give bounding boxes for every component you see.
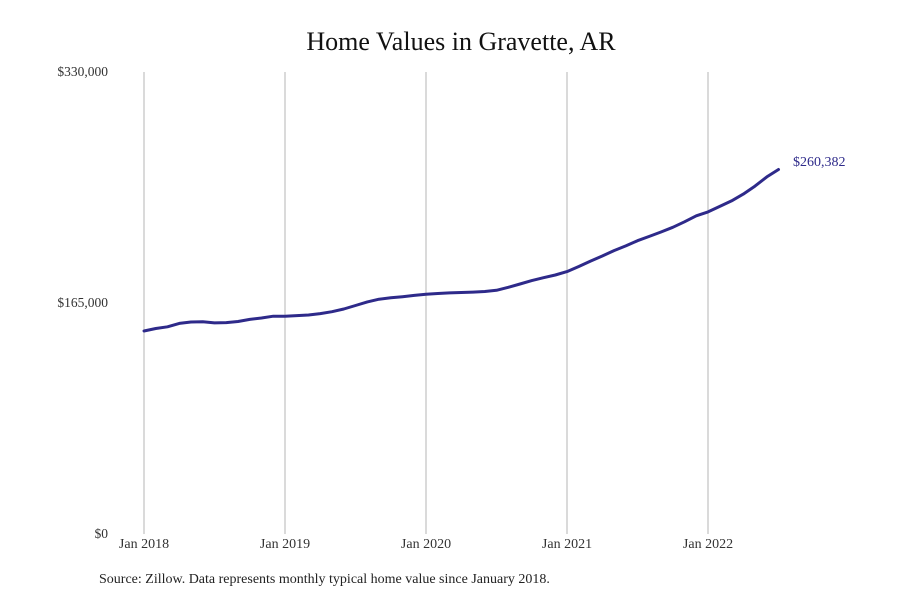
x-tick-label-2019: Jan 2019: [259, 537, 311, 552]
x-tick-label-2022: Jan 2022: [682, 537, 734, 552]
chart-title: Home Values in Gravette, AR: [306, 27, 616, 56]
source-note: Source: Zillow. Data represents monthly …: [99, 572, 550, 587]
x-tick-label-2020: Jan 2020: [400, 537, 452, 552]
x-tick-label-2018: Jan 2018: [118, 537, 170, 552]
y-tick-label-0: $0: [94, 526, 109, 541]
y-tick-label-165000: $165,000: [57, 295, 108, 310]
x-tick-label-2021: Jan 2021: [541, 537, 593, 552]
end-value-label: $260,382: [793, 155, 846, 170]
home-value-line: [142, 168, 780, 333]
vertical-gridlines: [143, 72, 709, 534]
y-tick-label-330000: $330,000: [57, 64, 108, 79]
